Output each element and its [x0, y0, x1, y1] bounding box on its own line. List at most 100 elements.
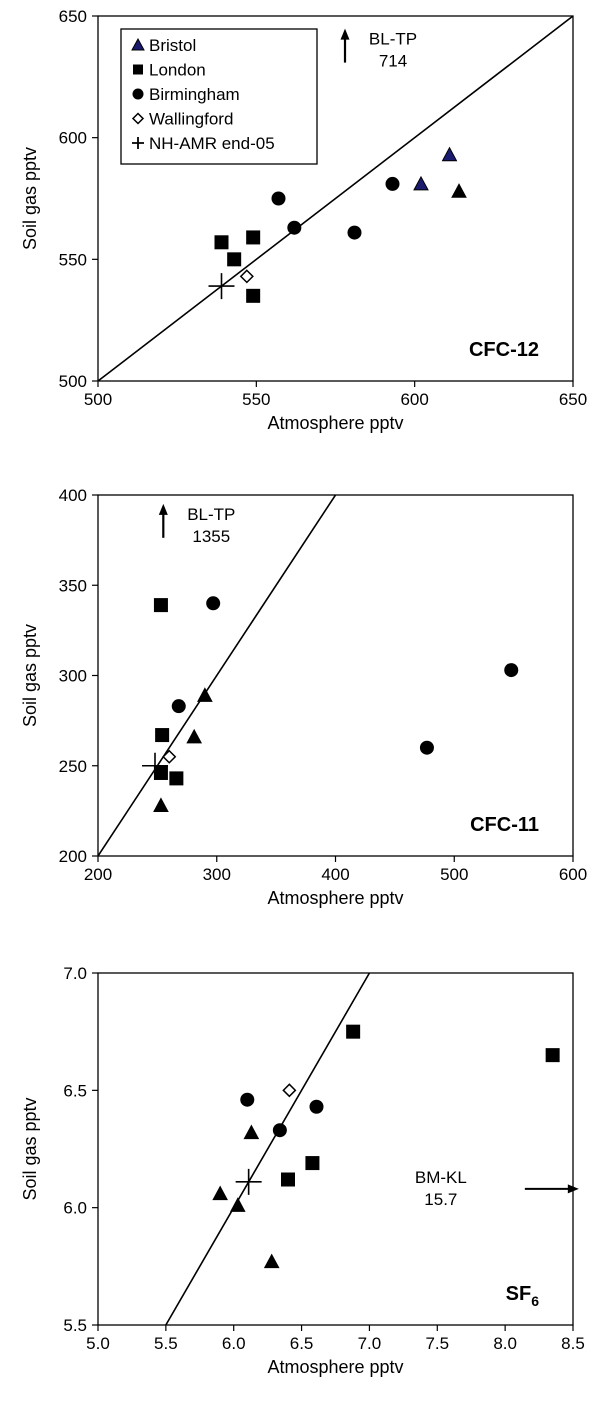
data-point-triangle: [153, 797, 169, 812]
plot-frame: [97, 494, 574, 857]
annotation-arrow-head: [567, 1184, 579, 1194]
x-tick-label: 8.5: [561, 1334, 585, 1353]
data-point-circle: [504, 663, 519, 678]
y-tick-label: 5.5: [63, 1316, 87, 1335]
annotation-arrow-head: [158, 503, 168, 515]
data-point-circle: [206, 596, 221, 611]
panel-label-subscript: 6: [531, 1293, 539, 1309]
x-axis-title: Atmosphere pptv: [267, 413, 403, 433]
data-point-circle: [287, 220, 302, 235]
x-tick-label: 300: [203, 865, 231, 884]
data-point-circle: [309, 1099, 324, 1114]
legend: Bristol London Birmingham Wallingford NH-AMR…: [120, 28, 318, 165]
panel-label: CFC-12: [469, 339, 539, 361]
plot-frame: [97, 972, 574, 1326]
annotation-label: BL-TP: [369, 30, 417, 49]
y-tick-label: 200: [59, 847, 87, 866]
data-point-circle: [385, 176, 400, 191]
x-axis-title: Atmosphere pptv: [267, 888, 403, 908]
data-point-square: [305, 1156, 320, 1171]
panel-label-text: CFC-11: [470, 814, 539, 836]
data-point-square: [545, 1048, 560, 1063]
one-to-one-line: [98, 16, 573, 381]
data-point-triangle: [263, 1253, 280, 1269]
legend-marker-diamond: [131, 112, 145, 125]
chart-panel-2: 200 300 400 500 600 200 250 300 350 400 Atmosphere…: [20, 486, 587, 908]
legend-entry-label: Bristol: [149, 36, 196, 55]
one-to-one-line: [98, 495, 337, 856]
y-tick-label: 6.5: [63, 1081, 87, 1100]
data-point-square: [155, 728, 170, 743]
data-point-square: [227, 252, 242, 267]
data-point-plus: [208, 273, 235, 300]
data-point-diamond-open: [162, 749, 177, 764]
y-tick-label: 7.0: [63, 964, 87, 983]
data-point-square: [214, 235, 229, 250]
annotation-arrow-head: [340, 28, 350, 40]
y-axis-title: Soil gas pptv: [20, 624, 40, 727]
x-tick-label: 8.0: [493, 1334, 517, 1353]
x-tick-label: 500: [440, 865, 468, 884]
chart-panel-3: 5.0 5.5 6.0 6.5 7.0 7.5 8.0 8.55.56.06.57.0Atmo…: [20, 964, 585, 1377]
data-point-diamond-open: [282, 1083, 297, 1098]
x-tick-label: 6.5: [290, 1334, 314, 1353]
data-point-diamond-open: [239, 269, 254, 284]
data-point-square: [246, 230, 261, 245]
legend-entry-label: Birmingham: [149, 85, 240, 104]
data-point-circle: [271, 191, 286, 206]
x-axis-title: Atmosphere pptv: [267, 1357, 403, 1377]
x-tick-label: 7.5: [425, 1334, 449, 1353]
annotation-label: BM-KL: [415, 1168, 467, 1187]
data-point-triangle: [451, 183, 467, 198]
x-tick-label: 600: [559, 865, 587, 884]
data-point-circle: [419, 740, 434, 755]
annotation-label: BL-TP: [187, 505, 235, 524]
data-point-plus: [142, 752, 168, 779]
data-point-circle: [272, 1123, 287, 1138]
x-tick-label: 600: [400, 390, 428, 409]
legend-box: [120, 28, 318, 165]
x-tick-label: 550: [242, 390, 270, 409]
data-point-triangle: [212, 1185, 228, 1201]
annotation-label: 1355: [192, 527, 230, 546]
one-to-one-line: [165, 973, 371, 1325]
data-point-square: [153, 765, 168, 780]
x-tick-label: 650: [559, 390, 587, 409]
panel-label: CFC-11: [470, 814, 539, 836]
data-point-circle: [240, 1092, 255, 1107]
data-point-triangle: [186, 728, 203, 744]
data-point-triangle-blue: [413, 175, 429, 191]
x-tick-label: 5.5: [154, 1334, 178, 1353]
x-tick-label: 200: [84, 865, 112, 884]
legend-marker-circle: [132, 88, 144, 100]
annotation-label: 714: [379, 52, 407, 71]
x-tick-label: 7.0: [358, 1334, 382, 1353]
legend-entry-label: Wallingford: [149, 110, 233, 129]
x-tick-label: 5.0: [86, 1334, 110, 1353]
y-axis-title: Soil gas pptv: [20, 147, 40, 250]
y-tick-label: 400: [59, 486, 87, 505]
x-tick-label: 6.0: [222, 1334, 246, 1353]
y-tick-label: 300: [59, 667, 87, 686]
y-axis-title: Soil gas pptv: [20, 1097, 40, 1200]
legend-marker-plus: [132, 137, 144, 149]
panel-label-text: CFC-12: [469, 339, 539, 361]
data-point-triangle: [197, 687, 213, 702]
legend-entry-label: London: [149, 61, 206, 80]
plot-frame: [97, 15, 574, 382]
data-point-square: [169, 771, 184, 786]
data-point-square: [281, 1172, 295, 1187]
x-tick-label: 500: [84, 390, 112, 409]
data-point-plus: [235, 1168, 262, 1195]
panel-label: SF6: [506, 1283, 540, 1309]
y-tick-label: 350: [59, 576, 87, 595]
y-tick-label: 600: [59, 129, 87, 148]
legend-marker-triangle: [131, 37, 145, 51]
data-point-square: [346, 1024, 361, 1039]
data-point-square: [246, 288, 261, 303]
y-tick-label: 650: [59, 7, 87, 26]
y-tick-label: 6.0: [63, 1199, 87, 1218]
legend-entry-label: NH-AMR end-05: [149, 134, 275, 153]
